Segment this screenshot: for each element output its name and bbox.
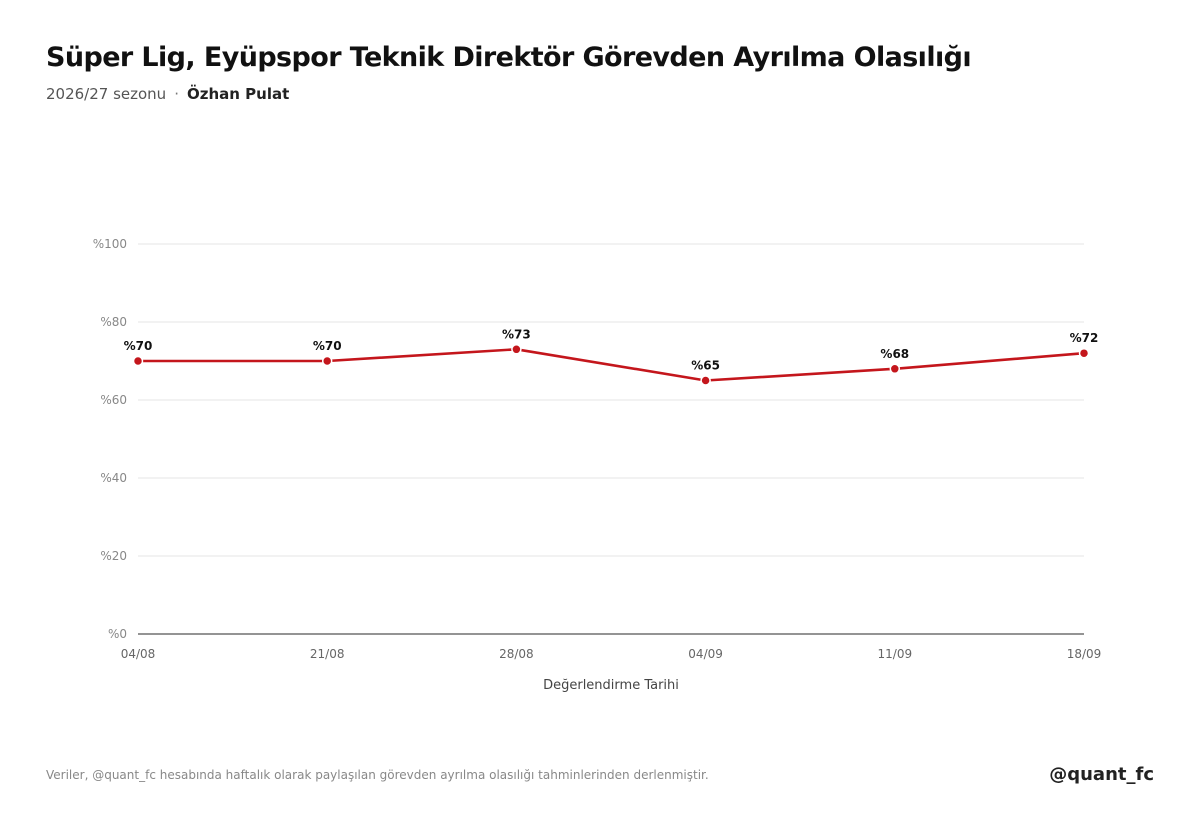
x-tick-label: 18/09 bbox=[1067, 647, 1102, 661]
data-point bbox=[700, 375, 711, 386]
author-handle: @quant_fc bbox=[1049, 764, 1154, 785]
data-point bbox=[1078, 347, 1090, 359]
x-tick-label: 28/08 bbox=[499, 647, 534, 661]
data-label: %70 bbox=[124, 339, 153, 353]
x-tick-label: 04/09 bbox=[688, 647, 723, 661]
data-point bbox=[132, 355, 144, 367]
x-tick-label: 21/08 bbox=[310, 647, 345, 661]
y-tick-label: %60 bbox=[100, 393, 127, 407]
season-label: 2026/27 sezonu bbox=[46, 85, 167, 103]
data-label: %70 bbox=[313, 339, 342, 353]
x-axis-ticks: 04/08 21/08 28/08 04/09 11/09 18/09 bbox=[121, 647, 1102, 661]
coach-name: Özhan Pulat bbox=[186, 85, 290, 103]
x-tick-label: 11/09 bbox=[878, 647, 913, 661]
y-tick-label: %20 bbox=[100, 549, 127, 563]
chart-subtitle: 2026/27 sezonu · Özhan Pulat bbox=[46, 85, 289, 103]
grid-layer bbox=[138, 243, 1084, 557]
y-tick-label: %40 bbox=[100, 471, 127, 485]
series-line bbox=[138, 347, 1085, 382]
data-labels: %70 %70 %73 %65 %68 %72 bbox=[124, 327, 1099, 372]
footnote: Veriler, @quant_fc hesabında haftalık ol… bbox=[46, 768, 709, 782]
chart-title: Süper Lig, Eyüpspor Teknik Direktör Göre… bbox=[46, 42, 972, 73]
y-tick-label: %80 bbox=[100, 315, 127, 329]
subtitle-separator: · bbox=[174, 85, 179, 103]
y-tick-label: %100 bbox=[93, 237, 127, 251]
y-axis-ticks: %0 %20 %40 %60 %80 %100 bbox=[93, 237, 127, 641]
data-label: %65 bbox=[691, 359, 720, 373]
y-tick-label: %0 bbox=[108, 627, 127, 641]
data-label: %73 bbox=[502, 327, 531, 341]
data-label: %72 bbox=[1070, 331, 1099, 345]
data-points bbox=[132, 344, 1090, 386]
data-point bbox=[321, 355, 333, 367]
data-label: %68 bbox=[880, 347, 909, 361]
data-point bbox=[511, 344, 522, 355]
x-tick-label: 04/08 bbox=[121, 647, 156, 661]
x-axis-title: Değerlendirme Tarihi bbox=[543, 678, 679, 693]
data-point bbox=[889, 363, 901, 375]
